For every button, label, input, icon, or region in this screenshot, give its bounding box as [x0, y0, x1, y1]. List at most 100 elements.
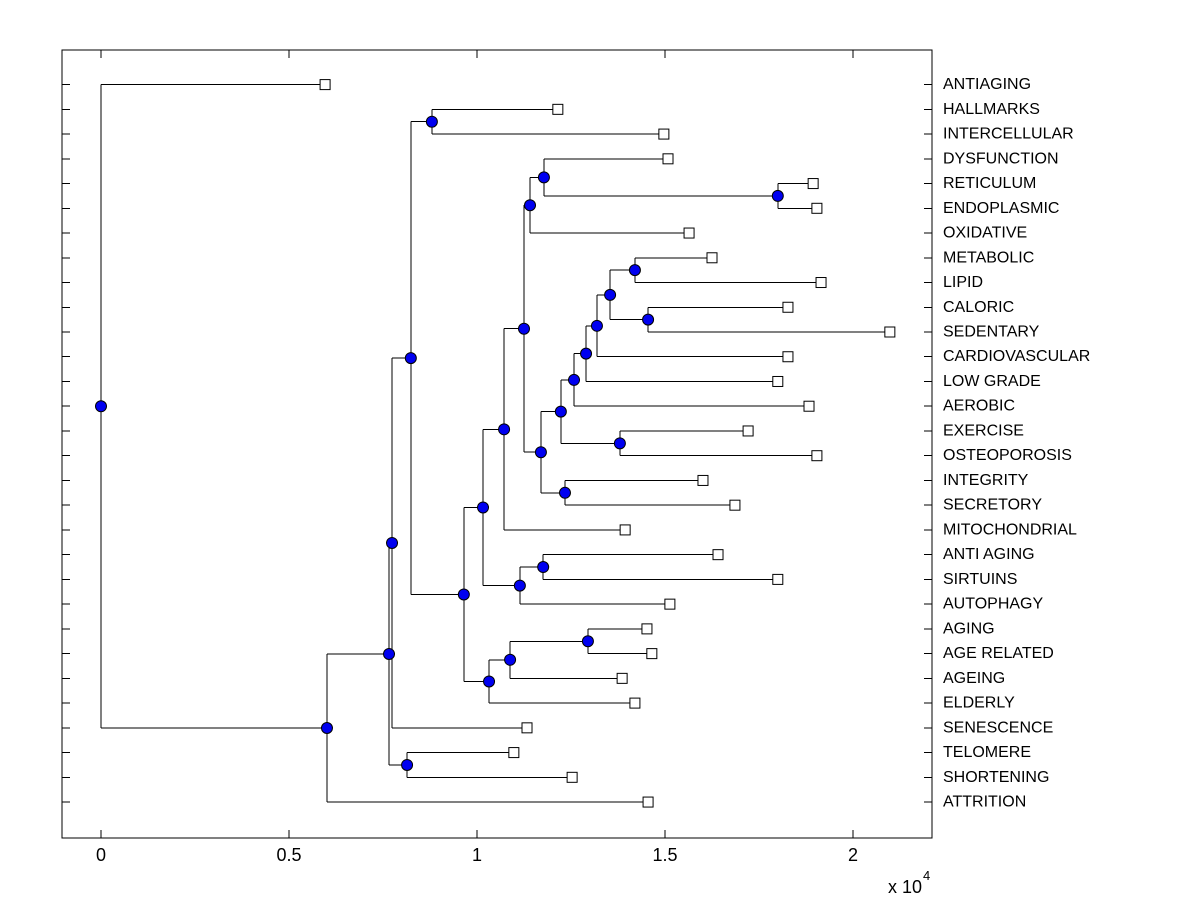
branch-node-marker [320, 722, 333, 735]
leaf-label-elderly: ELDERLY [943, 695, 1015, 712]
leaf-tip-marker [712, 549, 724, 561]
x-tick-label-2: 2 [848, 845, 858, 865]
leaf-tip-marker [642, 796, 654, 808]
leaf-label-mitochondrial: MITOCHONDRIAL [943, 521, 1077, 538]
leaf-label-antiaging: ANTIAGING [943, 76, 1031, 93]
branch-node-marker [524, 199, 537, 212]
leaf-label-autophagy: AUTOPHAGY [943, 596, 1044, 613]
leaf-tip-marker [811, 202, 823, 214]
leaf-tip-marker [658, 128, 670, 140]
branch-node-marker [554, 405, 567, 418]
leaf-label-cardiovascular: CARDIOVASCULAR [943, 348, 1090, 365]
leaf-label-age-related: AGE RELATED [943, 645, 1054, 662]
leaf-labels: ANTIAGING HALLMARKS INTERCELLULAR DYSFUNCTI… [943, 76, 1090, 810]
branch-node-marker [642, 313, 655, 326]
leaf-label-metabolic: METABOLIC [943, 249, 1034, 266]
leaf-tip-marker [772, 375, 784, 387]
leaf-label-aerobic: AEROBIC [943, 398, 1015, 415]
branch-node-marker [483, 675, 496, 688]
branch-node-marker [558, 486, 571, 499]
x-axis-tick-labels: 0 0.5 1 1.5 2 [96, 845, 858, 865]
branch-node-marker [613, 437, 626, 450]
leaf-tip-marker [629, 697, 641, 709]
leaf-tip-marker [319, 79, 331, 91]
leaf-label-attrition: ATTRITION [943, 794, 1026, 811]
leaf-tip-marker [641, 623, 653, 635]
branch-node-marker [518, 322, 530, 335]
leaf-tip-marker [646, 648, 658, 660]
leaf-label-intercellular: INTERCELLULAR [943, 126, 1074, 143]
leaf-tip-marker [662, 153, 674, 165]
branch-node-marker [568, 373, 581, 386]
branch-node-marker [537, 171, 550, 184]
branch-node-marker [383, 647, 396, 660]
leaf-tip-marker [729, 499, 741, 511]
leaf-label-lipid: LIPID [943, 274, 983, 291]
leaf-label-oxidative: OXIDATIVE [943, 225, 1027, 242]
axis-ticks [62, 50, 932, 838]
branch-node-marker [513, 579, 526, 592]
leaf-tip-marker [803, 400, 815, 412]
plot-box [61, 49, 933, 839]
leaf-tip-marker [782, 301, 794, 313]
leaf-label-secretory: SECRETORY [943, 497, 1042, 514]
branch-node-marker [580, 347, 593, 360]
x-tick-label-0-5: 0.5 [276, 845, 301, 865]
leaf-tip-marker [706, 252, 718, 264]
leaf-tip-marker [697, 474, 709, 486]
leaf-tip-marker [683, 227, 695, 239]
branch-node-marker [590, 319, 603, 332]
branch-node-marker [604, 288, 617, 301]
x-tick-label-1-5: 1.5 [652, 845, 677, 865]
leaf-label-anti-aging: ANTI AGING [943, 546, 1035, 563]
leaf-label-exercise: EXERCISE [943, 422, 1024, 439]
branch-node-marker [534, 446, 547, 459]
leaf-label-reticulum: RETICULUM [943, 175, 1036, 192]
leaf-tip-marker [521, 722, 533, 734]
branch-node-marker [628, 264, 641, 277]
leaf-label-endoplasmic: ENDOPLASMIC [943, 200, 1059, 217]
leaf-label-sedentary: SEDENTARY [943, 324, 1040, 341]
branch-node-marker [477, 501, 490, 514]
leaf-tip-marker [811, 450, 823, 462]
leaf-label-senescence: SENESCENCE [943, 719, 1053, 736]
branch-node-marker [537, 561, 550, 574]
leaf-label-integrity: INTEGRITY [943, 472, 1029, 489]
leaf-tip-marker [815, 277, 827, 289]
leaf-tip-marker [616, 672, 628, 684]
branch-node-marker [95, 400, 107, 413]
branch-node-marker [401, 758, 414, 771]
leaf-label-sirtuins: SIRTUINS [943, 571, 1017, 588]
branch-node-marker [425, 115, 438, 128]
leaf-tip-marker [884, 326, 896, 338]
leaf-tip-marker [619, 524, 631, 536]
branch-node-marker [457, 588, 470, 601]
branch-node-marker [498, 423, 511, 436]
x-tick-label-0: 0 [96, 845, 106, 865]
leaf-label-shortening: SHORTENING [943, 769, 1049, 786]
leaf-label-dysfunction: DYSFUNCTION [943, 150, 1059, 167]
branch-node-marker [581, 635, 594, 648]
leaf-tip-marker [552, 103, 564, 115]
dendrogram-node-markers [95, 79, 896, 808]
leaf-tip-marker [772, 573, 784, 585]
branch-node-marker [504, 653, 517, 666]
leaf-label-aging: AGING [943, 620, 995, 637]
leaf-tip-marker [782, 351, 794, 363]
leaf-label-caloric: CALORIC [943, 299, 1014, 316]
leaf-tip-marker [742, 425, 754, 437]
branch-node-marker [404, 352, 417, 365]
leaf-tip-marker [664, 598, 676, 610]
leaf-tip-marker [807, 178, 819, 190]
leaf-label-telomere: TELOMERE [943, 744, 1031, 761]
x-tick-label-1: 1 [472, 845, 482, 865]
leaf-label-osteoporosis: OSTEOPOROSIS [943, 447, 1072, 464]
leaf-tip-marker [508, 747, 520, 759]
x-axis-multiplier-label: x 10 [888, 877, 922, 897]
leaf-label-low-grade: LOW GRADE [943, 373, 1041, 390]
x-axis-multiplier-exponent: 4 [923, 868, 930, 883]
leaf-tip-marker [566, 771, 578, 783]
